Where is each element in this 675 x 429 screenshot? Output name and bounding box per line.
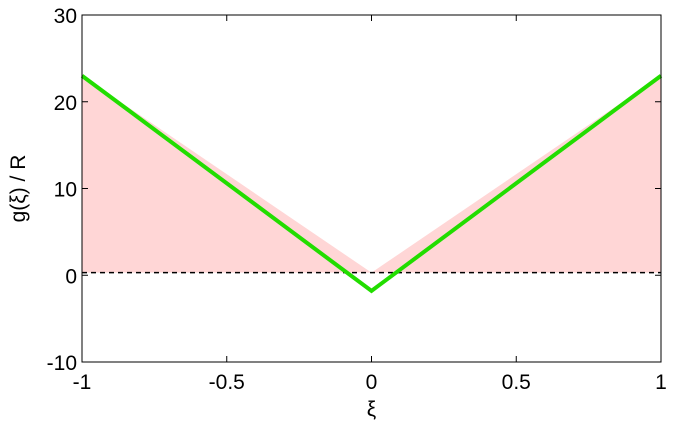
y-tick-label: 10 [54, 179, 77, 202]
ticks-layer: -1 -0.5 0 0.5 1 -10 0 10 20 30 [47, 5, 667, 394]
shaded-region-layer [82, 75, 661, 273]
y-tick-label: 20 [54, 92, 77, 115]
shaded-region [82, 75, 661, 273]
x-tick-label: -1 [73, 371, 92, 394]
x-axis-label: ξ [367, 398, 376, 421]
x-tick-label: 0 [366, 371, 378, 394]
y-tick-label: 30 [54, 5, 77, 28]
series-layer [80, 74, 663, 294]
x-tick-label: -0.5 [209, 371, 245, 394]
y-axis-label: g(ξ) / R [7, 155, 30, 223]
v-shaped-curve-line [80, 74, 663, 294]
y-tick-label: 0 [65, 265, 77, 288]
y-tick-label: -10 [47, 352, 77, 375]
x-tick-label: 1 [655, 371, 667, 394]
x-tick-label: 0.5 [502, 371, 531, 394]
